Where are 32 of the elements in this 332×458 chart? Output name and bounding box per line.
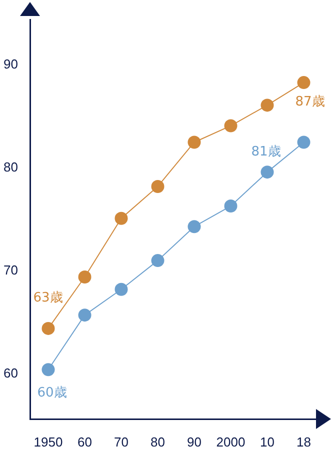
- x-tick-label: 60: [78, 434, 92, 450]
- x-tick-label: 2000: [216, 434, 246, 450]
- point: [297, 76, 310, 90]
- y-tick-label: 60: [4, 365, 18, 380]
- y-tick-label: 70: [4, 262, 18, 278]
- y-tick-label: 90: [4, 56, 18, 72]
- point: [114, 212, 128, 225]
- point: [188, 220, 201, 234]
- x-tick-label: 18: [296, 434, 311, 450]
- x-tick-label: 70: [114, 434, 128, 450]
- x-tick-label: 80: [150, 434, 165, 450]
- point: [224, 200, 238, 213]
- annotation: 87歳: [295, 94, 325, 110]
- point: [78, 308, 92, 322]
- annotation: 60歳: [37, 385, 67, 400]
- annotation: 81歳: [251, 144, 281, 160]
- point: [42, 322, 55, 335]
- point: [297, 136, 310, 149]
- x-tick-label: 90: [187, 434, 202, 450]
- point: [42, 363, 55, 376]
- point: [188, 136, 201, 149]
- point: [78, 270, 92, 284]
- annotation: 63歳: [33, 290, 63, 306]
- point: [224, 119, 238, 132]
- point: [114, 282, 128, 296]
- point: [151, 180, 164, 193]
- x-tick-label: 10: [260, 434, 274, 450]
- point: [260, 98, 274, 112]
- point: [151, 254, 164, 268]
- point: [260, 166, 274, 179]
- x-tick-label: 1950: [34, 434, 63, 450]
- y-tick-label: 80: [4, 160, 18, 175]
